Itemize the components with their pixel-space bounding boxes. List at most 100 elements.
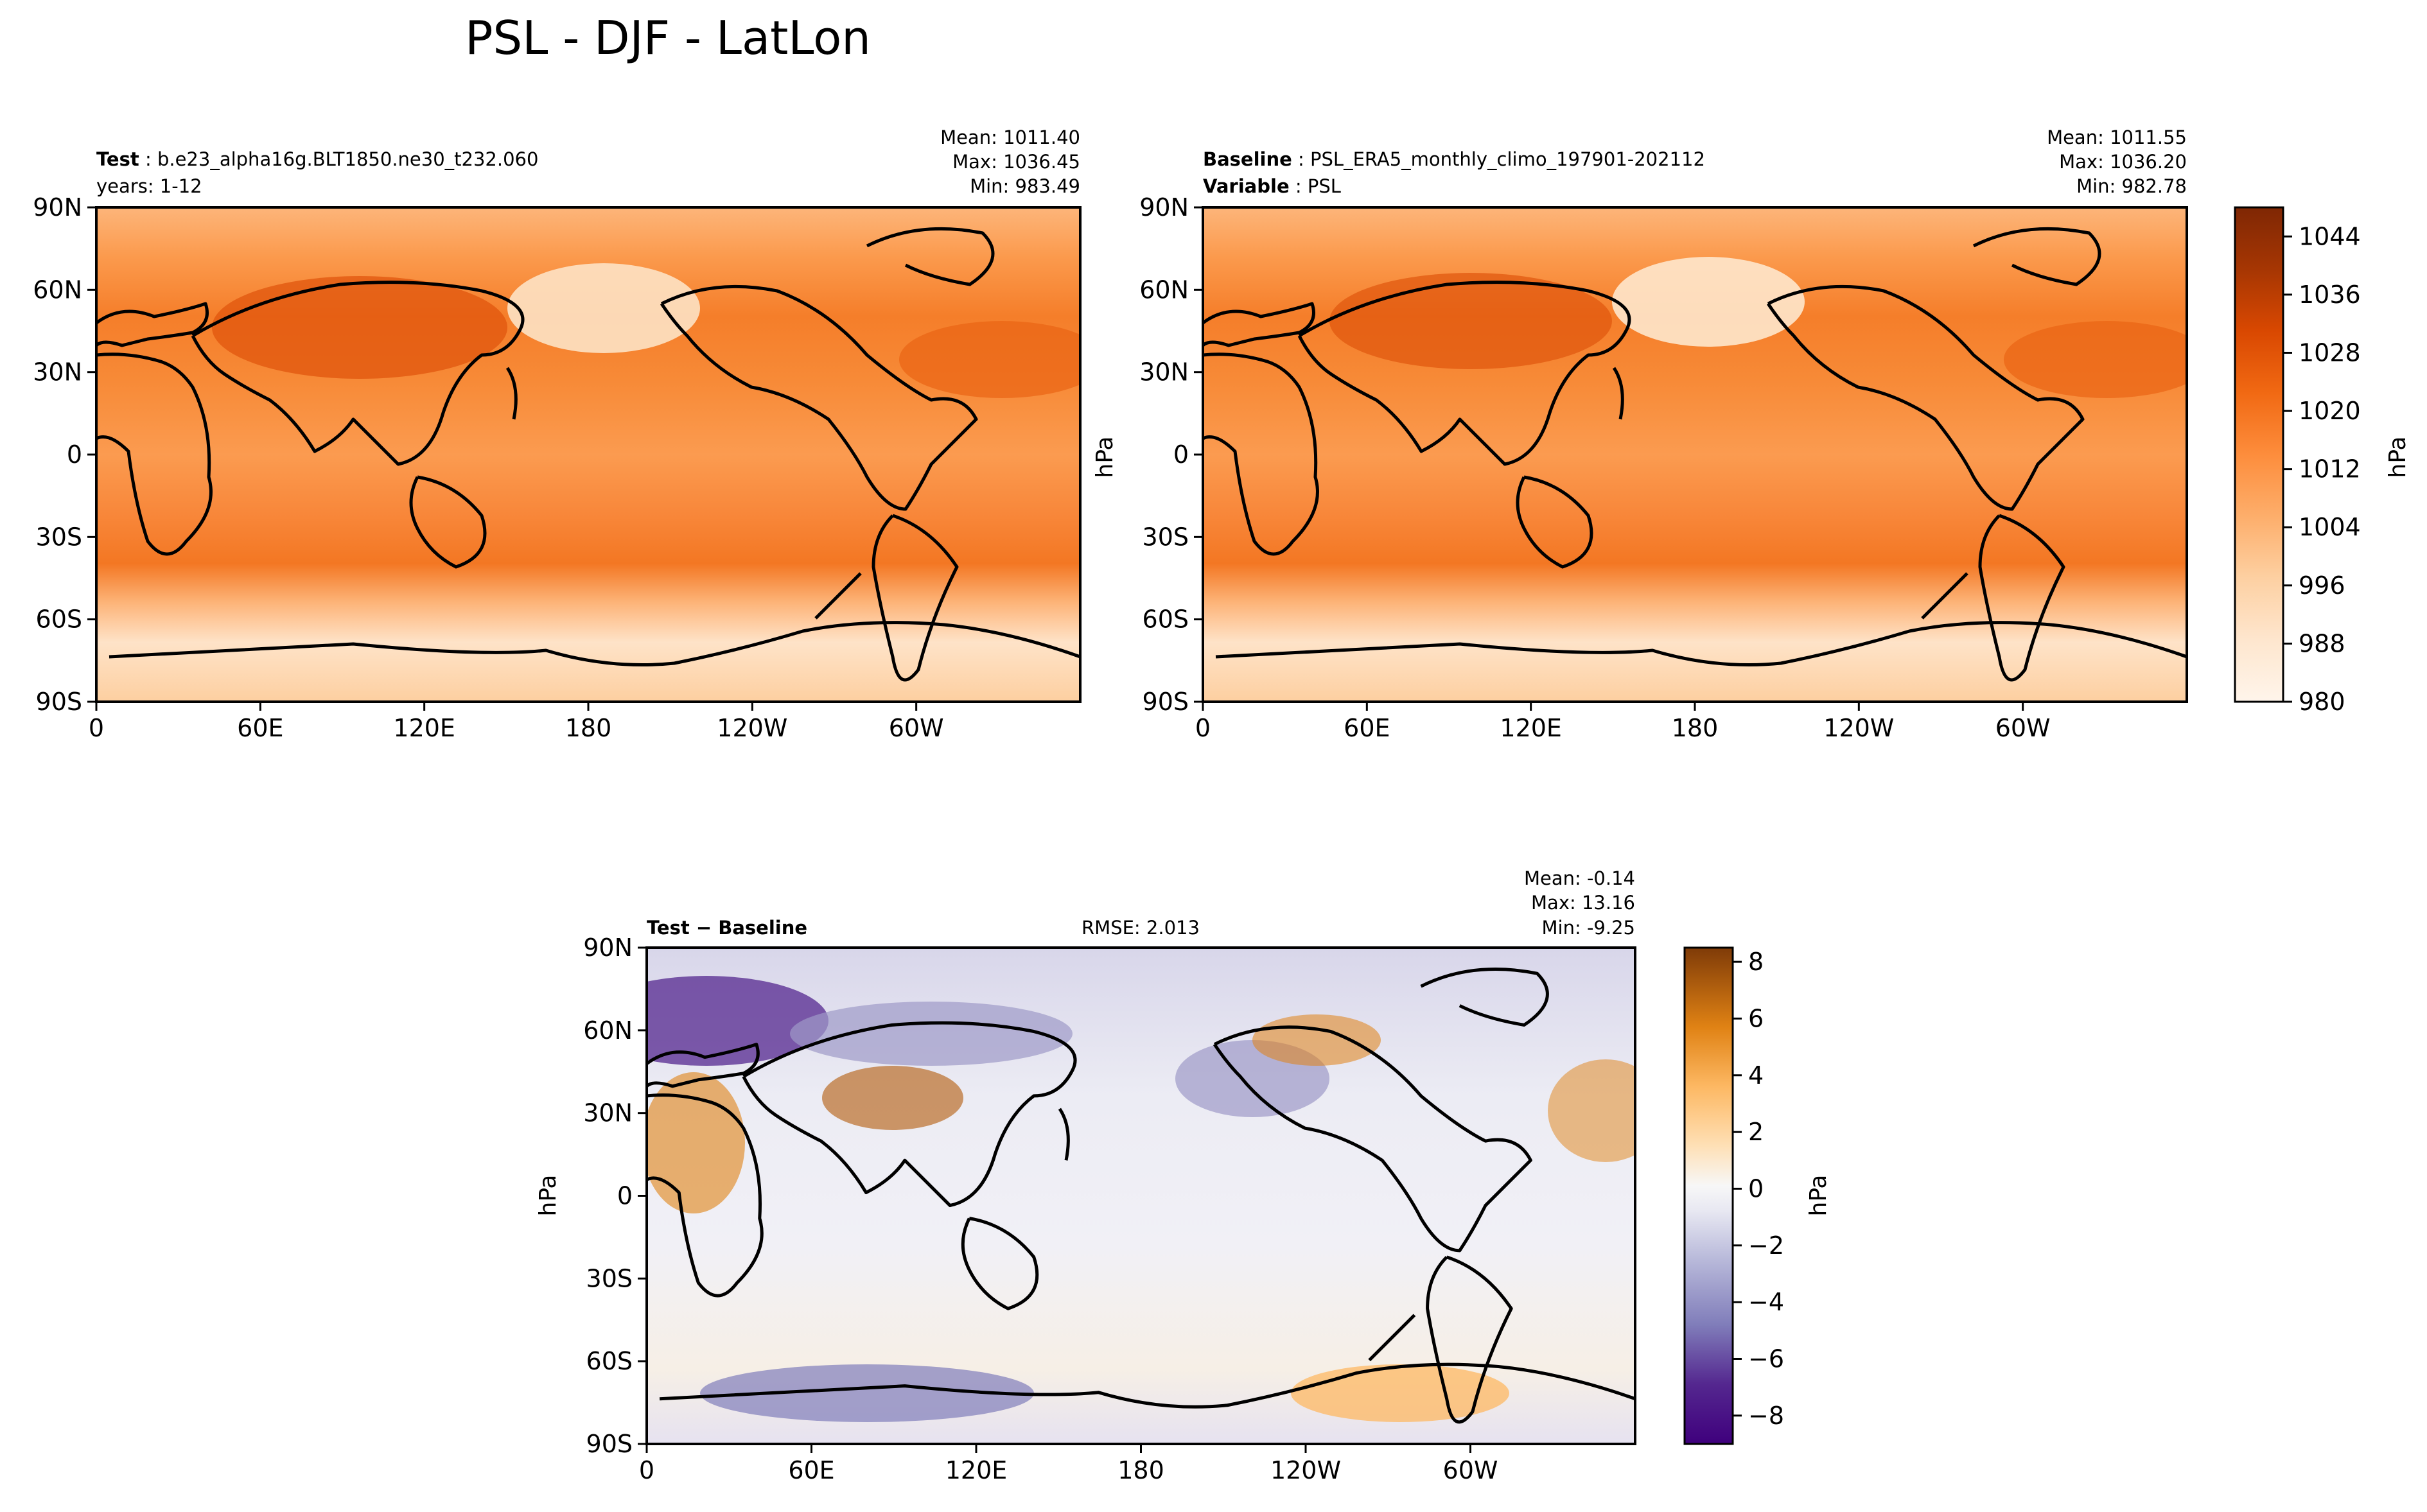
baseline-min: Min: 982.78	[2076, 175, 2187, 197]
test-label-bold: Test	[96, 148, 139, 170]
colorbar-tick-label: 4	[1748, 1061, 1764, 1090]
test-years: years: 1-12	[96, 175, 202, 197]
sequential-colorbar-label: hPa	[2385, 437, 2411, 478]
neg-anomaly-antarctic	[700, 1364, 1034, 1422]
xtick-label: 180	[1117, 1456, 1164, 1484]
difference-ylabel: hPa	[535, 1175, 561, 1217]
aleutian-low-test	[507, 263, 700, 353]
xtick-label: 60W	[1995, 714, 2051, 742]
colorbar-tick-label: 988	[2299, 629, 2345, 657]
colorbar-tick-label: 2	[1748, 1118, 1764, 1146]
baseline-mean: Mean: 1011.55	[2047, 126, 2187, 148]
baseline-ylabel: hPa	[1092, 437, 1118, 478]
aleutian-low-baseline	[1612, 257, 1805, 347]
ytick-label: 30S	[36, 523, 82, 551]
test-min: Min: 983.49	[970, 175, 1080, 197]
xtick-label: 60E	[1344, 714, 1390, 742]
ytick-label: 90S	[36, 688, 82, 716]
colorbar-tick-label: −6	[1748, 1344, 1784, 1373]
pos-anomaly-atlantic	[1548, 1059, 1635, 1162]
baseline-label-bold: Baseline	[1203, 148, 1292, 170]
ytick-label: 30N	[1139, 358, 1189, 387]
diff-rmse: RMSE: 2.013	[1082, 917, 1200, 939]
colorbar-tick-label: 6	[1748, 1004, 1764, 1032]
ytick-label: 60S	[36, 605, 82, 634]
ytick-label: 90N	[33, 193, 82, 222]
baseline-map	[1203, 207, 2187, 702]
xtick-label: 0	[1195, 714, 1211, 742]
colorbar-tick-label: 996	[2299, 571, 2345, 600]
neg-anomaly-europe	[647, 976, 828, 1066]
ytick-label: 0	[67, 440, 82, 469]
test-label-value: b.e23_alpha16g.BLT1850.ne30_t232.060	[157, 148, 539, 170]
xtick-label: 120E	[945, 1456, 1008, 1484]
test-map	[96, 207, 1080, 702]
ytick-label: 60N	[1139, 275, 1189, 304]
xtick-label: 120W	[1823, 714, 1894, 742]
diverging-colorbar-fill	[1683, 946, 1734, 1445]
ytick-label: 90S	[1143, 688, 1189, 716]
colorbar-tick-label: −8	[1748, 1402, 1784, 1430]
baseline-max: Max: 1036.20	[2059, 151, 2187, 173]
difference-xticks: 0 60E 120E 180 120W 60W	[639, 1444, 1498, 1484]
xtick-label: 120W	[717, 714, 787, 742]
ytick-label: 30S	[586, 1264, 633, 1292]
difference-map	[647, 948, 1635, 1444]
siberian-high-test	[212, 276, 507, 379]
diff-min: Min: -9.25	[1542, 917, 1635, 939]
ytick-label: 60S	[586, 1347, 633, 1375]
xtick-label: 60W	[889, 714, 944, 742]
xtick-label: 120W	[1270, 1456, 1341, 1484]
azores-high-baseline	[2004, 321, 2187, 398]
ytick-label: 30N	[583, 1099, 633, 1127]
baseline-variable-bold: Variable	[1203, 175, 1290, 197]
difference-yticks: 90N 60N 30N 0 30S 60S 90S	[583, 934, 647, 1458]
diff-label: Test − Baseline	[647, 917, 807, 939]
ytick-label: 90S	[586, 1430, 633, 1458]
diverging-colorbar-ticks: 8 6 4 2 0 −2 −4 −6 −8	[1733, 948, 1784, 1430]
xtick-label: 60W	[1443, 1456, 1498, 1484]
colorbar-tick-label: 1004	[2299, 513, 2361, 541]
xtick-label: 180	[565, 714, 612, 742]
diff-mean: Mean: -0.14	[1524, 867, 1635, 889]
ytick-label: 90N	[1139, 193, 1189, 222]
difference-panel: Test − Baseline RMSE: 2.013 Mean: -0.14 …	[535, 867, 1636, 1484]
sequential-colorbar: 1044 1036 1028 1020 1012 1004 996 988 980 hPa	[2234, 206, 2411, 716]
xtick-label: 120E	[393, 714, 455, 742]
xtick-label: 0	[639, 1456, 654, 1484]
pos-anomaly-africa	[647, 1072, 745, 1213]
diverging-colorbar-label: hPa	[1805, 1175, 1832, 1217]
figure-title: PSL - DJF - LatLon	[465, 11, 871, 65]
diverging-colorbar: 8 6 4 2 0 −2 −4 −6 −8 hPa	[1683, 946, 1832, 1445]
ytick-label: 0	[1173, 440, 1189, 469]
colorbar-tick-label: 1036	[2299, 281, 2361, 309]
siberian-high-baseline	[1329, 273, 1612, 369]
pos-anomaly-tibet	[822, 1066, 963, 1130]
baseline-variable: Variable : PSL	[1203, 175, 1341, 197]
xtick-label: 60E	[788, 1456, 834, 1484]
pos-anomaly-antarctic	[1291, 1364, 1509, 1422]
colorbar-tick-label: 0	[1748, 1174, 1764, 1203]
xtick-label: 60E	[237, 714, 283, 742]
sequential-colorbar-ticks: 1044 1036 1028 1020 1012 1004 996 988 980	[2283, 222, 2361, 716]
baseline-yticks: 90N 60N 30N 0 30S 60S 90S	[1139, 193, 1203, 716]
sequential-colorbar-fill	[2234, 206, 2284, 703]
azores-high-test	[899, 321, 1080, 398]
colorbar-tick-label: 1012	[2299, 455, 2361, 483]
baseline-variable-value: PSL	[1308, 175, 1341, 197]
xtick-label: 0	[89, 714, 104, 742]
ytick-label: 90N	[583, 934, 633, 962]
pos-anomaly-alaska	[1252, 1014, 1381, 1066]
diff-max: Max: 13.16	[1531, 892, 1635, 914]
xtick-label: 180	[1672, 714, 1719, 742]
neg-anomaly-arctic	[790, 1002, 1073, 1066]
xtick-label: 120E	[1500, 714, 1562, 742]
ytick-label: 0	[617, 1182, 633, 1210]
colorbar-tick-label: 1028	[2299, 338, 2361, 367]
ytick-label: 30N	[33, 358, 82, 387]
ytick-label: 60S	[1143, 605, 1189, 634]
colorbar-tick-label: 1044	[2299, 222, 2361, 250]
baseline-label: Baseline : PSL_ERA5_monthly_climo_197901…	[1203, 148, 1705, 170]
test-yticks: 90N 60N 30N 0 30S 60S 90S	[33, 193, 96, 716]
